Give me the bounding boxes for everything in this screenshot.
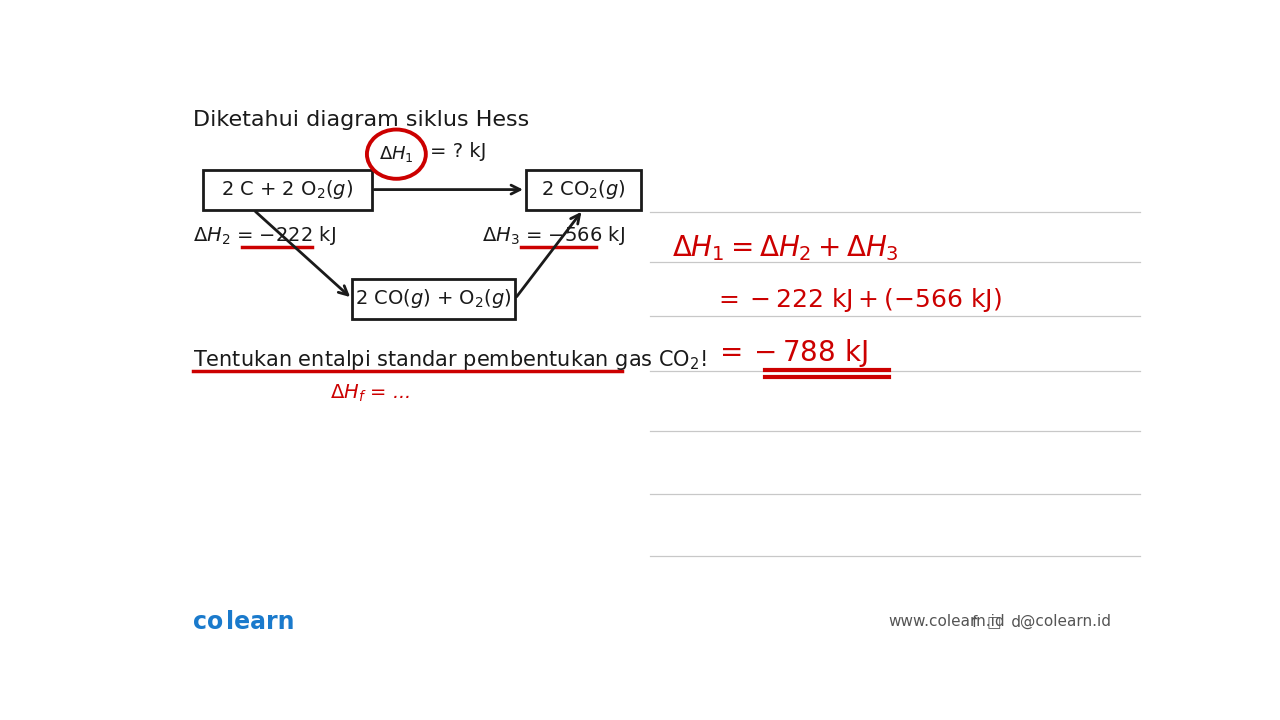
Text: 2 CO$_2$($g$): 2 CO$_2$($g$)	[540, 178, 626, 201]
Text: @colearn.id: @colearn.id	[1020, 614, 1111, 629]
Text: www.colearn.id: www.colearn.id	[888, 614, 1005, 629]
Text: $= -788\ \mathrm{kJ}$: $= -788\ \mathrm{kJ}$	[714, 337, 868, 369]
Bar	[352, 279, 515, 319]
Text: = ? kJ: = ? kJ	[430, 143, 486, 161]
Text: $\Delta H_3$ = −566 kJ: $\Delta H_3$ = −566 kJ	[481, 224, 625, 247]
Text: $\Delta H_1$: $\Delta H_1$	[379, 144, 413, 164]
Text: $\Delta H_2$ = −222 kJ: $\Delta H_2$ = −222 kJ	[192, 224, 335, 247]
Text: Diketahui diagram siklus Hess: Diketahui diagram siklus Hess	[192, 109, 529, 130]
Text: learn: learn	[225, 610, 294, 634]
Bar	[526, 169, 640, 210]
Bar	[202, 169, 371, 210]
Text: f  □  d: f □ d	[973, 614, 1021, 629]
Text: $= -222\ \mathrm{kJ} + (-566\ \mathrm{kJ})$: $= -222\ \mathrm{kJ} + (-566\ \mathrm{kJ…	[714, 287, 1002, 315]
Text: $\Delta H_1 = \Delta H_2 + \Delta H_3$: $\Delta H_1 = \Delta H_2 + \Delta H_3$	[672, 233, 899, 263]
Text: $\Delta H_f$ = ...: $\Delta H_f$ = ...	[330, 382, 411, 403]
Text: co: co	[192, 610, 223, 634]
Text: 2 C + 2 O$_2$($g$): 2 C + 2 O$_2$($g$)	[221, 178, 353, 201]
Text: Tentukan entalpi standar pembentukan gas CO$_2$!: Tentukan entalpi standar pembentukan gas…	[192, 348, 707, 372]
Text: 2 CO($g$) + O$_2$($g$): 2 CO($g$) + O$_2$($g$)	[356, 287, 512, 310]
